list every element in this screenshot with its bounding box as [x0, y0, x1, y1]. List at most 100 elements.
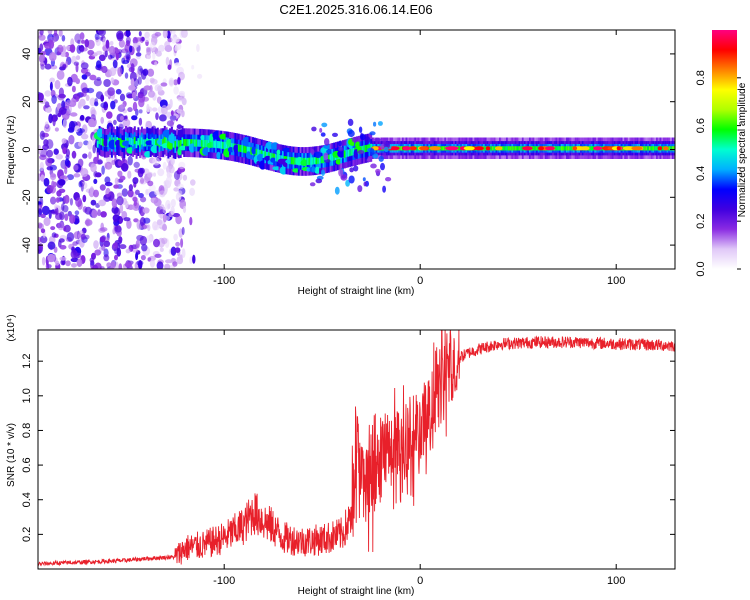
colorbar-tick-label: 0.8: [695, 70, 707, 85]
spectrogram-cell: [99, 36, 104, 41]
spectrogram-cell: [64, 213, 69, 221]
spectrogram-cell: [154, 190, 160, 196]
spectrogram-cell: [44, 101, 50, 109]
spectrogram-cell: [91, 209, 98, 219]
spectrogram-cell: [121, 188, 128, 197]
spectrogram-cell: [532, 146, 535, 151]
spectrogram-cell: [88, 151, 92, 160]
spectrogram-cell: [185, 139, 187, 147]
spectrogram-cell: [290, 157, 293, 165]
spectrogram-cell: [58, 106, 67, 115]
spectrogram-cell: [80, 233, 86, 240]
spectrogram-cell: [162, 139, 165, 147]
spectrogram-cell: [266, 151, 269, 159]
colorbar: 0.0 0.2 0.4 0.6 0.8 Normalized spectral ampl…: [695, 30, 748, 277]
spectrogram-cell: [43, 124, 51, 133]
spectrogram-cell: [96, 50, 103, 55]
spectrogram-cell: [380, 162, 385, 171]
spectrogram-cell: [165, 56, 170, 66]
spectrogram-cell: [463, 146, 475, 151]
spectrogram-cell: [545, 146, 555, 151]
spectrogram-cell: [95, 38, 101, 47]
spectrogram-cell: [69, 112, 78, 117]
spectrogram-cell: [135, 252, 139, 261]
spectrogram-cell: [92, 144, 96, 154]
spectrogram-cell: [173, 187, 180, 192]
spectrogram-cell: [143, 217, 151, 224]
spectrogram-cell: [458, 146, 461, 151]
spectrogram-cell: [116, 30, 124, 40]
spectrogram-cell: [383, 141, 391, 149]
spectrogram-cell: [102, 37, 106, 47]
spectrogram-y-ticks: -40 -20 0 20 40: [21, 48, 675, 253]
spectrogram-cell: [177, 190, 183, 196]
spectrogram-cell: [46, 149, 54, 158]
spectrogram-cell: [62, 118, 67, 129]
spectrogram-cell: [80, 62, 89, 70]
spectrogram-cell: [61, 35, 66, 42]
snr-y-label: SNR (10 * v/v): [6, 423, 17, 487]
spectrogram-cell: [177, 96, 184, 102]
spectrogram-cell: [562, 146, 565, 151]
spectrogram-cell: [534, 146, 537, 151]
spectrogram-cell: [131, 91, 137, 99]
spectrogram-cell: [560, 146, 563, 151]
spectrogram-cell: [474, 146, 484, 151]
spectrogram-cell: [671, 146, 674, 151]
spectrogram-cell: [98, 199, 106, 207]
spectrogram-cell: [115, 139, 121, 147]
spectrogram-cell: [162, 223, 167, 232]
snr-x-label: Height of straight line (km): [298, 586, 415, 597]
spectrogram-cell: [58, 188, 66, 193]
spectrogram-cell: [164, 263, 171, 269]
snr-panel: -100 0 100 0.2 0.4 0.6 0.8 1.0 1.2 Height of st…: [6, 314, 676, 597]
spectrogram-cell: [275, 154, 277, 162]
spectrogram-cell: [82, 194, 87, 203]
spectrogram-cell: [160, 82, 168, 87]
spectrogram-cell: [369, 148, 375, 156]
spectrogram-cell: [324, 138, 330, 146]
spectrogram-x-ticks: -100 0 100: [213, 30, 625, 287]
spectrogram-cell: [156, 138, 164, 146]
spectrogram-cell: [93, 240, 99, 249]
spectrogram-cell: [104, 181, 113, 187]
spectrogram-cell: [128, 184, 133, 192]
spectrogram-cell: [171, 30, 176, 35]
spectrogram-cell: [140, 196, 147, 203]
colorbar-tick-label: 0.6: [695, 118, 707, 133]
spectrogram-cell: [41, 205, 50, 216]
spectrogram-cell: [416, 146, 419, 151]
spectrogram-cell: [90, 106, 96, 116]
spectrogram-cell: [112, 59, 118, 69]
spectrogram-cell: [199, 139, 202, 147]
spectrogram-cell: [147, 180, 154, 187]
spectrogram-cell: [98, 54, 106, 62]
spectrogram-cell: [60, 259, 66, 266]
y-tick-label: 0.2: [21, 527, 33, 542]
spectrogram-cell: [115, 88, 122, 95]
spectrogram-cell: [125, 248, 131, 254]
spectrogram-cell: [159, 190, 166, 198]
spectrogram-cell: [260, 150, 263, 158]
spectrogram-cell: [144, 139, 147, 147]
spectrogram-cell: [119, 203, 124, 214]
spectrogram-cell: [292, 157, 295, 165]
spectrogram-cell: [71, 85, 76, 93]
colorbar-tick-label: 0.0: [695, 261, 707, 276]
spectrogram-cell: [115, 49, 120, 54]
spectrogram-cell: [230, 143, 233, 151]
spectrogram-cell: [177, 140, 180, 148]
spectrogram-cell: [75, 55, 81, 61]
spectrogram-cell: [271, 153, 274, 161]
spectrogram-cell: [197, 139, 200, 147]
spectrogram-cell: [310, 149, 315, 155]
chart-title: C2E1.2025.316.06.14.E06: [279, 2, 432, 17]
spectrogram-cell: [114, 177, 119, 185]
spectrogram-cell: [112, 214, 118, 223]
spectrogram-cell: [39, 30, 44, 36]
spectrogram-cell: [179, 140, 182, 148]
spectrogram-cell: [98, 30, 106, 37]
spectrogram-cell: [146, 46, 151, 53]
spectrogram-cell: [173, 233, 178, 241]
